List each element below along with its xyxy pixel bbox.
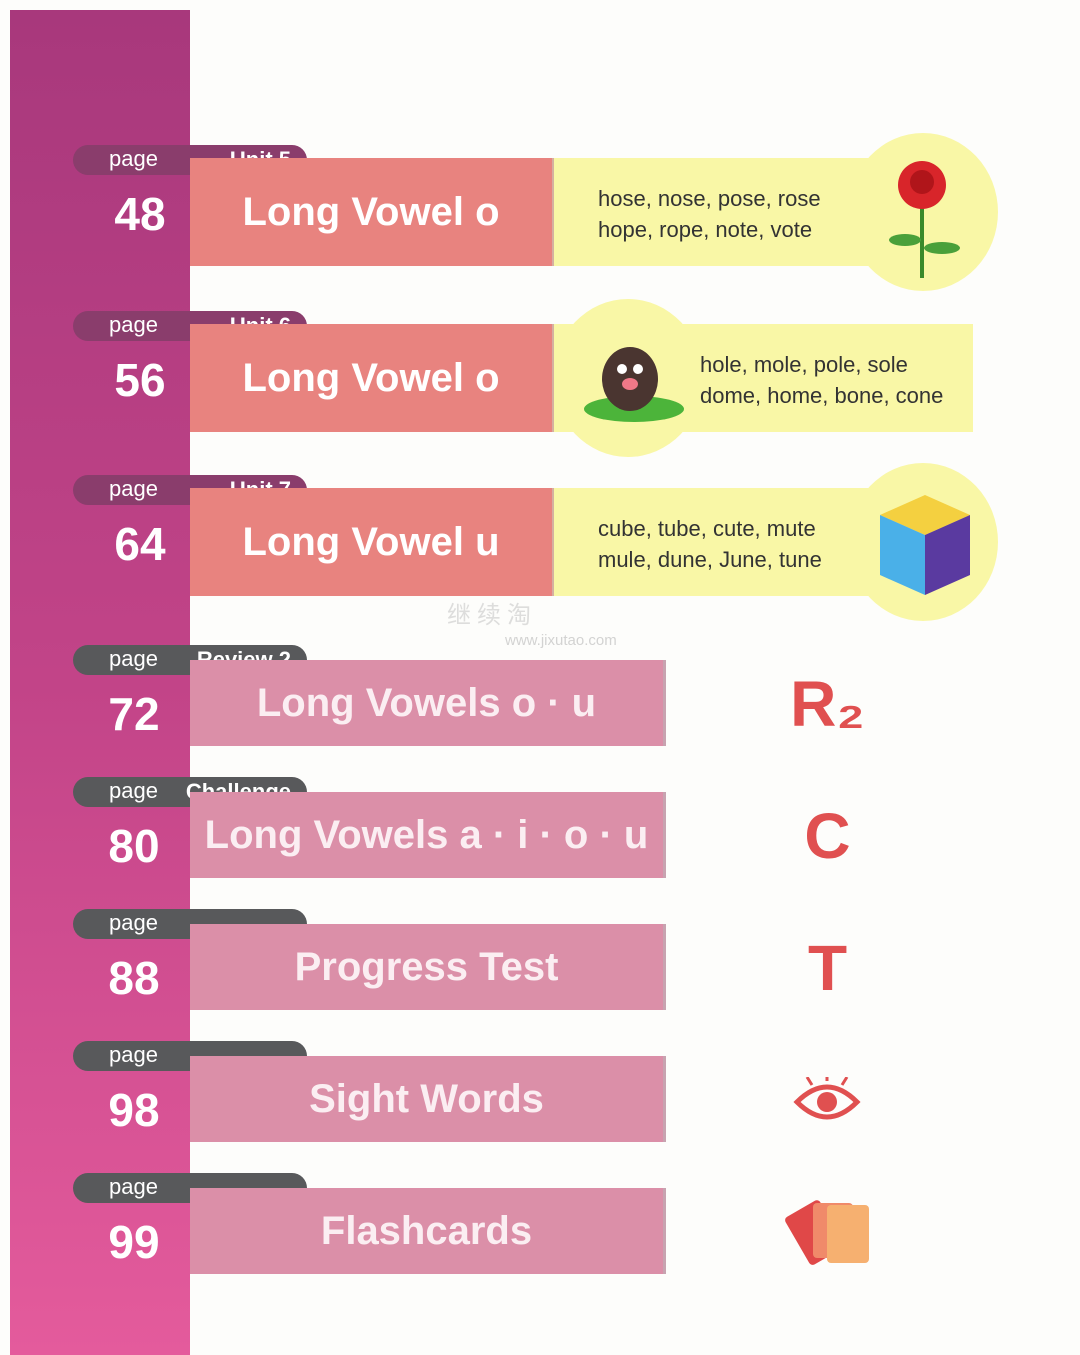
cube-icon [880,495,970,595]
page-label: page [109,312,158,337]
word-line: cube, tube, cute, mute [598,516,816,541]
page-label: page [109,1042,158,1067]
section-title: Long Vowels a · i · o · u [190,792,663,878]
page-label: page [109,778,158,803]
rose-icon [889,161,960,278]
page-number: 98 [108,1084,160,1136]
word-band [553,158,883,266]
section-title: Long Vowels o · u [190,660,663,746]
unit-title: Long Vowel o [190,324,552,432]
watermark-url: www.jixutao.com [505,632,617,649]
page-number: 72 [108,688,160,740]
section-title: Sight Words [190,1056,663,1142]
eye-icon [793,1077,861,1120]
page-label: page [109,1174,158,1199]
page-label: page [109,910,158,935]
page-label: page [109,646,158,671]
section-title: Progress Test [190,924,663,1010]
word-line: mule, dune, June, tune [598,547,822,572]
word-line: hose, nose, pose, rose [598,186,821,211]
word-list: cube, tube, cute, mute mule, dune, June, … [598,513,822,575]
word-band [553,488,883,596]
word-line: hope, rope, note, vote [598,217,813,242]
mole-icon [584,347,684,422]
word-line: hole, mole, pole, sole [700,352,908,377]
page-number: 80 [108,820,160,872]
page-number: 56 [114,354,166,406]
word-line: dome, home, bone, cone [700,383,944,408]
unit-title: Long Vowel u [190,488,552,596]
word-list: hole, mole, pole, sole dome, home, bone, … [700,349,943,411]
page-number: 64 [114,518,166,570]
word-list: hose, nose, pose, rose hope, rope, note, … [598,183,821,245]
flashcards-icon [785,1200,869,1265]
page-number: 99 [108,1216,160,1268]
section-title: Flashcards [190,1188,663,1274]
test-icon: T [807,932,848,1004]
review-icon: R₂ [790,668,865,740]
watermark: 继续淘 [447,602,537,629]
sidebar-stripe [10,10,190,1355]
page-number: 48 [114,188,166,240]
page-number: 88 [108,952,160,1004]
challenge-icon: C [804,800,851,872]
page-label: page [109,476,158,501]
unit-title: Long Vowel o [190,158,552,266]
page-label: page [109,146,158,171]
